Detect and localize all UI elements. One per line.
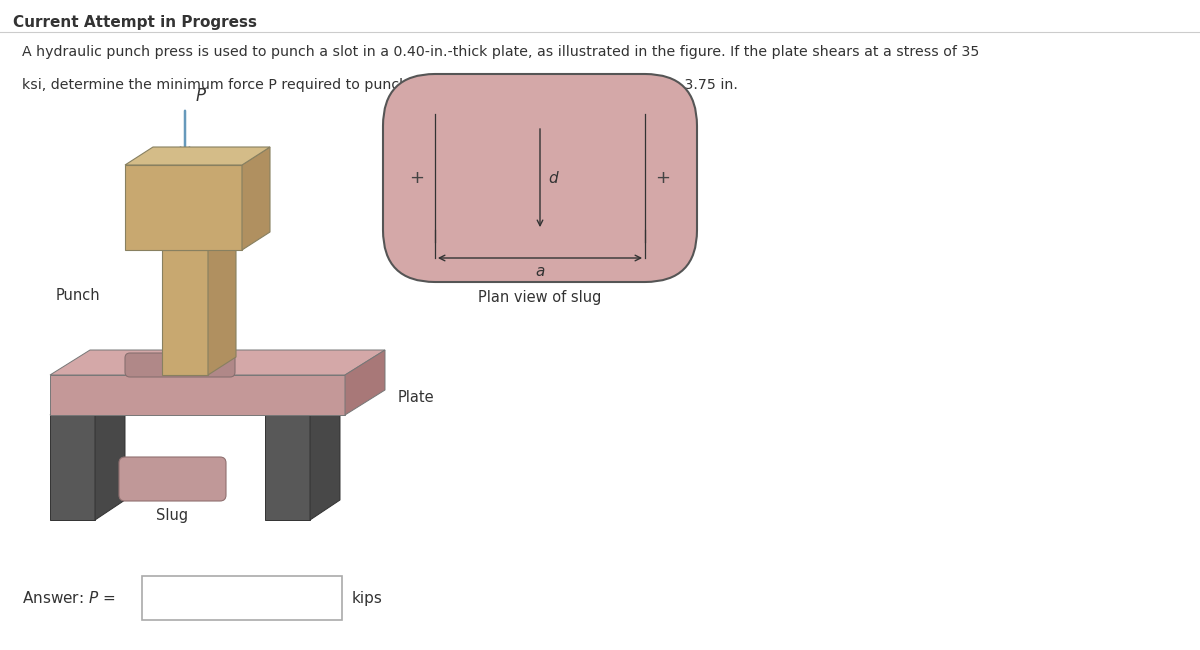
Polygon shape xyxy=(50,350,385,375)
Polygon shape xyxy=(95,395,125,520)
Text: Answer: $P$ =: Answer: $P$ = xyxy=(22,590,115,606)
Polygon shape xyxy=(208,232,236,375)
Text: ksi, determine the minimum force P required to punch the slot. Assume d = 0.50 i: ksi, determine the minimum force P requi… xyxy=(22,78,738,92)
Text: +: + xyxy=(409,169,425,187)
Text: $d$: $d$ xyxy=(548,170,559,186)
Text: $P$: $P$ xyxy=(194,87,208,105)
Polygon shape xyxy=(265,415,310,520)
Polygon shape xyxy=(50,395,125,415)
Text: Plan view of slug: Plan view of slug xyxy=(479,290,601,305)
Text: +: + xyxy=(655,169,671,187)
Polygon shape xyxy=(50,415,95,520)
Polygon shape xyxy=(242,147,270,250)
FancyBboxPatch shape xyxy=(383,74,697,282)
Text: Slug: Slug xyxy=(156,508,188,523)
Text: kips: kips xyxy=(352,590,383,606)
Text: Punch: Punch xyxy=(55,287,100,302)
Polygon shape xyxy=(50,375,346,415)
Text: Current Attempt in Progress: Current Attempt in Progress xyxy=(13,15,257,30)
FancyBboxPatch shape xyxy=(142,576,342,620)
Polygon shape xyxy=(162,250,208,375)
Polygon shape xyxy=(346,350,385,415)
Polygon shape xyxy=(310,395,340,520)
FancyBboxPatch shape xyxy=(125,353,235,377)
Text: Plate: Plate xyxy=(398,391,434,406)
Polygon shape xyxy=(125,147,270,165)
Polygon shape xyxy=(265,395,340,415)
Polygon shape xyxy=(125,165,242,250)
Text: $a$: $a$ xyxy=(535,264,545,279)
FancyBboxPatch shape xyxy=(119,457,226,501)
Text: A hydraulic punch press is used to punch a slot in a 0.40-in.-thick plate, as il: A hydraulic punch press is used to punch… xyxy=(22,45,979,59)
Polygon shape xyxy=(162,232,236,250)
